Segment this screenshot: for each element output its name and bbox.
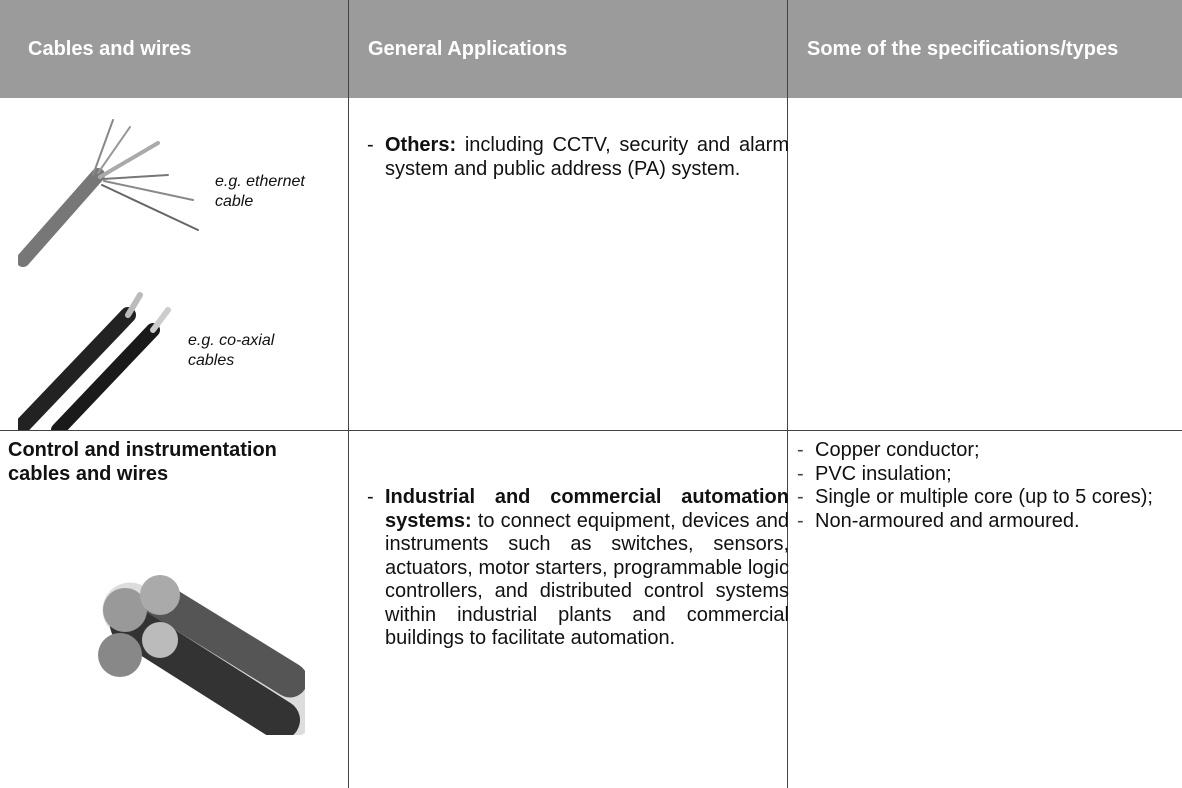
cable-image bbox=[98, 575, 305, 735]
header-cell: General Applications bbox=[368, 38, 568, 60]
application-item: Others: including CCTV, security and ala… bbox=[367, 134, 789, 181]
caption: e.g. ethernet cable bbox=[215, 173, 305, 210]
application-text: including CCTV, security and alarm syste… bbox=[385, 134, 789, 180]
application-text: to connect equipment, devices and instru… bbox=[385, 509, 790, 650]
header-row bbox=[0, 0, 1182, 98]
specification-list: Copper conductor; PVC insulation; Single… bbox=[797, 439, 1175, 533]
specification: PVC insulation; bbox=[797, 463, 1175, 487]
application-heading: Industrial and commercial automation sys… bbox=[385, 486, 789, 532]
specification: Non-armoured and armoured. bbox=[797, 510, 1175, 534]
application-item: Industrial and commercial automation sys… bbox=[367, 486, 789, 651]
caption: e.g. co-axial cables bbox=[188, 332, 275, 369]
row-border bbox=[0, 430, 1182, 431]
header-cell: Cables and wires bbox=[28, 38, 192, 60]
cable-image bbox=[18, 119, 199, 430]
specification: Copper conductor; bbox=[797, 439, 1175, 463]
column-border bbox=[787, 0, 788, 788]
specification: Single or multiple core (up to 5 cores); bbox=[797, 486, 1175, 510]
column-border bbox=[348, 0, 349, 788]
cable-name: Control and instrumentation cables and w… bbox=[8, 439, 277, 485]
header-cell: Some of the specifications/types bbox=[807, 38, 1119, 60]
application-heading: Others: bbox=[385, 134, 457, 156]
